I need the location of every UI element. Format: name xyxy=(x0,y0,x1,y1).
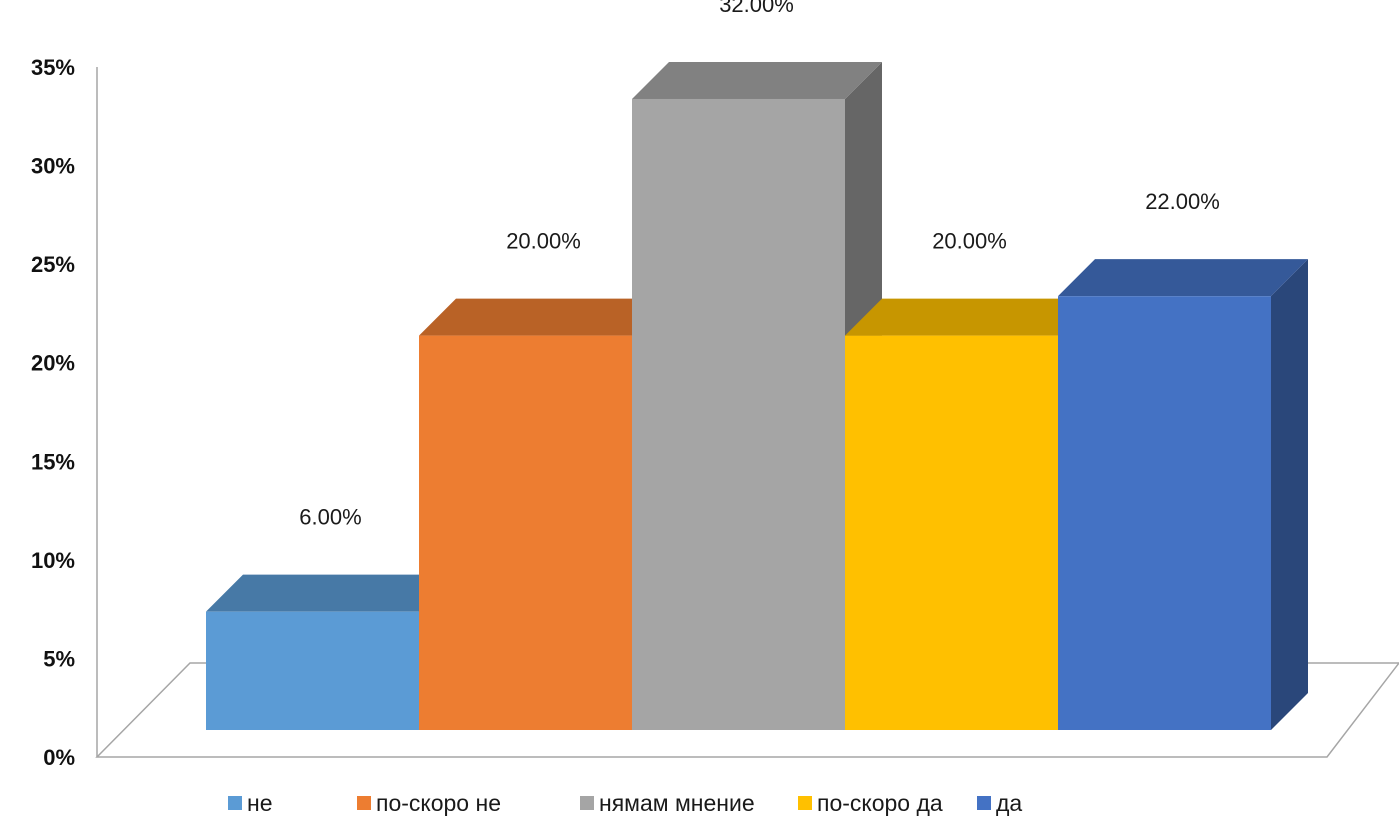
legend-label: не xyxy=(247,790,273,816)
legend-item: по-скоро да xyxy=(798,790,943,816)
legend: не по-скоро не нямам мнение по-скоро да да xyxy=(228,790,1022,816)
legend-swatch xyxy=(228,796,242,810)
bars xyxy=(206,61,1308,730)
legend-item: по-скоро не xyxy=(357,790,501,816)
bar-front xyxy=(1058,296,1271,730)
bar-top xyxy=(845,298,1095,336)
bar xyxy=(419,298,669,730)
legend-swatch xyxy=(357,796,371,810)
bar xyxy=(845,298,1095,730)
legend-swatch xyxy=(580,796,594,810)
legend-swatch xyxy=(798,796,812,810)
legend-label: по-скоро да xyxy=(817,790,943,816)
bar-top xyxy=(1058,259,1308,297)
legend-item: не xyxy=(228,790,273,816)
y-tick-label: 35% xyxy=(31,55,75,80)
y-axis: 0% 5% 10% 15% 20% 25% 30% 35% xyxy=(31,55,98,770)
bar-front xyxy=(206,611,419,730)
legend-item: да xyxy=(977,790,1022,816)
data-label: 6.00% xyxy=(299,505,361,530)
y-tick-label: 0% xyxy=(43,745,75,770)
data-label: 20.00% xyxy=(506,229,581,254)
legend-label: нямам мнение xyxy=(599,790,755,816)
legend-label: по-скоро не xyxy=(376,790,501,816)
bar-side xyxy=(1271,259,1308,730)
bar xyxy=(632,61,882,730)
data-label: 20.00% xyxy=(932,229,1007,254)
y-tick-label: 20% xyxy=(31,351,75,376)
bar-top xyxy=(206,574,456,612)
data-label: 22.00% xyxy=(1145,189,1220,214)
data-labels: 6.00% 20.00% 32.00% 20.00% 22.00% xyxy=(299,0,1220,530)
y-tick-label: 5% xyxy=(43,646,75,671)
y-tick-label: 15% xyxy=(31,449,75,474)
bar-top xyxy=(632,61,882,99)
bar-front xyxy=(845,335,1058,730)
y-tick-label: 10% xyxy=(31,548,75,573)
bar-front xyxy=(632,98,845,730)
y-tick-label: 25% xyxy=(31,252,75,277)
legend-swatch xyxy=(977,796,991,810)
bar xyxy=(1058,259,1308,730)
data-label: 32.00% xyxy=(719,0,794,17)
legend-item: нямам мнение xyxy=(580,790,755,816)
bar-front xyxy=(419,335,632,730)
y-tick-label: 30% xyxy=(31,154,75,179)
bar xyxy=(206,574,456,730)
bar-top xyxy=(419,298,669,336)
legend-label: да xyxy=(996,790,1022,816)
